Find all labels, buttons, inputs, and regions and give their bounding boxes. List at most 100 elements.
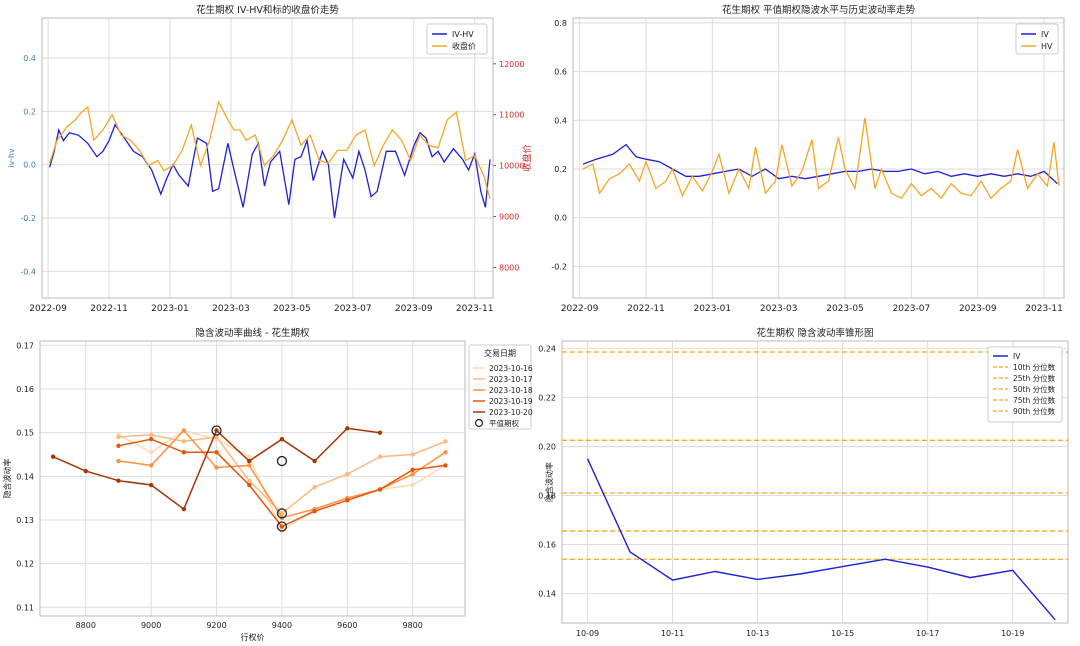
legend-title: 交易日期 [484, 348, 516, 358]
x-tick-label: 9400 [272, 621, 292, 630]
y-tick-label: 0.14 [16, 472, 34, 481]
data-point [410, 452, 415, 457]
data-point [312, 458, 317, 464]
x-tick-label: 2022-11 [90, 304, 128, 314]
y-tick-label: 0.16 [538, 541, 556, 550]
y-tick-label: 0.16 [16, 385, 34, 394]
data-point [214, 465, 219, 470]
x-axis-label: 行权价 [241, 632, 265, 642]
data-point [410, 467, 415, 472]
data-point [279, 437, 285, 442]
x-tick-label: 2023-05 [273, 304, 311, 314]
x-tick-label: 9000 [141, 621, 161, 630]
legend-label: 50th 分位数 [1013, 384, 1056, 394]
y2-tick-label: 12000 [499, 60, 524, 69]
legend-label: 2023-10-16 [489, 364, 533, 373]
y-axis-label: 隐含波动率 [544, 462, 554, 502]
legend-label: IV [1013, 352, 1021, 361]
legend-label: IV-HV [452, 30, 474, 39]
x-tick-label: 9600 [337, 621, 357, 630]
x-tick-label: 2022-09 [561, 304, 599, 314]
y-tick-label: 0.18 [538, 491, 556, 500]
y2-tick-label: 8000 [499, 263, 519, 272]
legend-label: IV [1041, 30, 1049, 39]
legend-label: 2023-10-19 [489, 397, 533, 406]
data-point [148, 437, 154, 442]
y-tick-label: 0.2 [554, 165, 567, 174]
chart-title: 花生期权 隐含波动率锥形图 [756, 327, 873, 339]
y-axis-label: 隐含波动率 [2, 459, 12, 499]
y-tick-label: 0.6 [554, 68, 567, 77]
x-tick-label: 2023-09 [959, 304, 997, 314]
chart-title: 花生期权 平值期权隐波水平与历史波动率走势 [722, 4, 916, 16]
y-axis-label: iv-hv [7, 148, 16, 168]
data-point [247, 458, 252, 464]
data-point [377, 487, 383, 492]
legend-label: 75th 分位数 [1013, 395, 1056, 405]
legend-label: 收盘价 [452, 41, 476, 51]
data-point [181, 439, 187, 444]
x-tick-label: 2023-07 [893, 304, 931, 314]
data-point [247, 463, 252, 468]
data-point [345, 426, 350, 431]
y-tick-label: -0.2 [20, 214, 36, 223]
legend-box [987, 346, 1063, 423]
x-tick-label: 10-17 [916, 629, 939, 638]
data-point [116, 434, 121, 440]
data-point [214, 434, 219, 440]
x-tick-label: 10-19 [1001, 629, 1024, 638]
y2-tick-label: 10000 [499, 162, 524, 171]
x-tick-label: 2022-11 [627, 304, 665, 314]
series-line-iv [582, 143, 1058, 185]
data-point [279, 511, 285, 516]
atm-marker [276, 455, 288, 467]
legend-label: 90th 分位数 [1013, 406, 1056, 416]
y-tick-label: 0.8 [554, 19, 567, 28]
y-tick-label: 0.0 [23, 161, 36, 170]
plot-frame [572, 17, 1065, 299]
iv-cone-chart: 10-09 10-11 10-13 10-15 10-17 10-19 0.14 0.16 0.… [538, 327, 1069, 638]
data-point [214, 428, 219, 433]
chart-title: 隐含波动率曲线 - 花生期权 [196, 327, 310, 339]
legend-label: 25th 分位数 [1013, 373, 1056, 383]
plot-frame [41, 17, 494, 299]
legend-label: 2023-10-17 [489, 375, 533, 384]
x-tick-label: 2023-09 [395, 304, 433, 314]
legend-label: 10th 分位数 [1013, 362, 1056, 372]
legend-label: HV [1041, 42, 1053, 51]
data-point [443, 450, 448, 455]
x-tick-label: 2022-09 [29, 304, 67, 314]
y-tick-label: 0.22 [538, 393, 556, 402]
x-tick-label: 9200 [206, 621, 226, 630]
atm-marker [211, 425, 222, 436]
plot-frame [561, 340, 1069, 624]
y-tick-label: 0.17 [16, 341, 34, 350]
y-tick-label: 0.11 [16, 603, 34, 612]
data-point [247, 482, 252, 488]
iv-hv-close-chart: 2022-09 2022-11 2023-01 2023-03 2023-05 2023-… [7, 4, 533, 314]
series-line-hv [582, 117, 1060, 200]
data-point [345, 498, 350, 503]
x-tick-label: 2023-03 [760, 304, 798, 314]
plot-frame [39, 340, 466, 617]
data-point [377, 454, 383, 459]
chart-title: 花生期权 IV-HV和标的收盘价走势 [196, 4, 339, 16]
legend-atm-label: 平值期权 [489, 418, 519, 428]
atm-marker [276, 508, 288, 519]
data-point [181, 428, 187, 433]
y2-tick-label: 9000 [499, 213, 519, 222]
data-point [345, 471, 350, 477]
x-tick-label: 10-09 [576, 629, 599, 638]
data-point [116, 478, 121, 483]
data-point [148, 482, 154, 488]
atm-marker [276, 521, 288, 532]
data-point [247, 454, 252, 459]
data-point [443, 439, 448, 444]
legend-label: 2023-10-18 [489, 386, 533, 395]
data-point [410, 482, 415, 488]
x-tick-label: 10-15 [831, 629, 854, 638]
x-tick-label: 10-13 [746, 629, 769, 638]
series-line-iv [586, 458, 1056, 621]
x-tick-label: 2023-11 [456, 304, 494, 314]
